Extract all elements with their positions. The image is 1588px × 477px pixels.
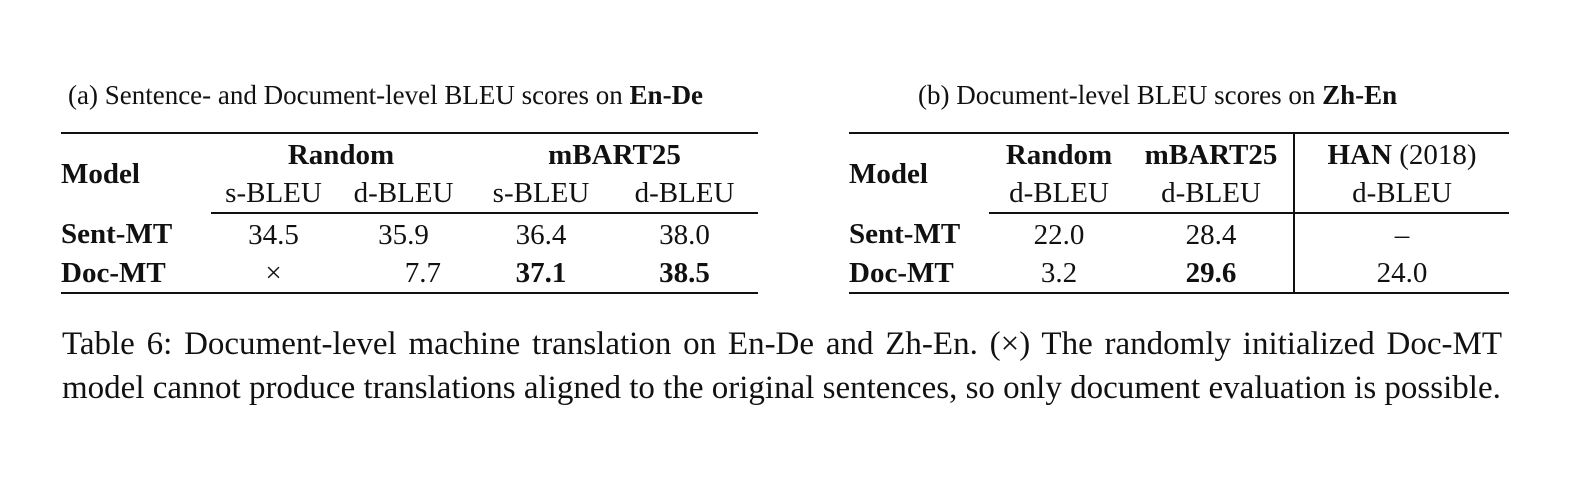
cell: 24.0 — [1376, 256, 1428, 289]
cell-best: 29.6 — [1129, 254, 1295, 293]
subcaption-b-text: (b) Document-level BLEU scores on — [918, 80, 1316, 110]
cell: 35.9 — [378, 218, 429, 251]
group-header-mbart25: mBART25 — [1129, 133, 1295, 174]
subcaption-a-text: (a) Sentence- and Document-level BLEU sc… — [68, 80, 623, 110]
subcaption-b: (b) Document-level BLEU scores on Zh-En — [918, 82, 1397, 109]
cell: 22.0 — [1033, 218, 1085, 251]
subheader: s-BLEU — [211, 174, 336, 214]
subheader: d-BLEU — [1129, 174, 1295, 214]
subheader: s-BLEU — [471, 174, 611, 214]
table-row: Sent-MT 22.0 28.4 – — [849, 213, 1509, 254]
cell-best: 38.5 — [659, 256, 710, 289]
cell: 28.4 — [1129, 213, 1295, 254]
model-header: Model — [61, 158, 140, 190]
table-zh-en: Model Random mBART25 HAN (2018) d-BLEU d… — [849, 132, 1509, 294]
group-header-random: Random — [287, 138, 395, 171]
cell: 34.5 — [248, 218, 299, 251]
cell: × — [265, 256, 282, 289]
han-citation: (2018) — [1399, 138, 1477, 171]
cell: – — [1394, 218, 1410, 251]
subcaption-a-lang: En-De — [629, 80, 704, 110]
subheader: d-BLEU — [611, 174, 758, 214]
subheader: d-BLEU — [336, 174, 471, 214]
subcaption-a: (a) Sentence- and Document-level BLEU sc… — [68, 82, 703, 109]
cell: 3.2 — [1040, 256, 1078, 289]
han-label: HAN — [1327, 138, 1392, 171]
row-label: Doc-MT — [849, 256, 954, 289]
row-label: Sent-MT — [849, 218, 961, 250]
row-label: Doc-MT — [61, 256, 166, 289]
table-row: Doc-MT 3.2 29.6 24.0 — [849, 254, 1509, 293]
cell: 36.4 — [515, 218, 567, 251]
table-en-de: Model Random mBART25 s-BLEU d-BLEU s-BLE… — [61, 132, 758, 294]
table-caption: Table 6: Document-level machine translat… — [62, 326, 1502, 406]
group-header-random: Random — [1005, 138, 1113, 171]
row-label: Sent-MT — [61, 218, 173, 250]
subheader: d-BLEU — [1294, 174, 1509, 214]
cell: 7.7 — [404, 256, 441, 289]
group-header-han: HAN (2018) — [1294, 133, 1509, 174]
cell-best: 37.1 — [515, 256, 567, 289]
subheader: d-BLEU — [989, 174, 1129, 214]
table-row: Doc-MT × 7.7 37.1 38.5 — [61, 254, 758, 293]
table-row: Sent-MT 34.5 35.9 36.4 38.0 — [61, 213, 758, 254]
cell: 38.0 — [659, 218, 710, 251]
model-header: Model — [849, 158, 928, 190]
subcaption-b-lang: Zh-En — [1322, 80, 1398, 110]
group-header-mbart25: mBART25 — [548, 138, 681, 171]
